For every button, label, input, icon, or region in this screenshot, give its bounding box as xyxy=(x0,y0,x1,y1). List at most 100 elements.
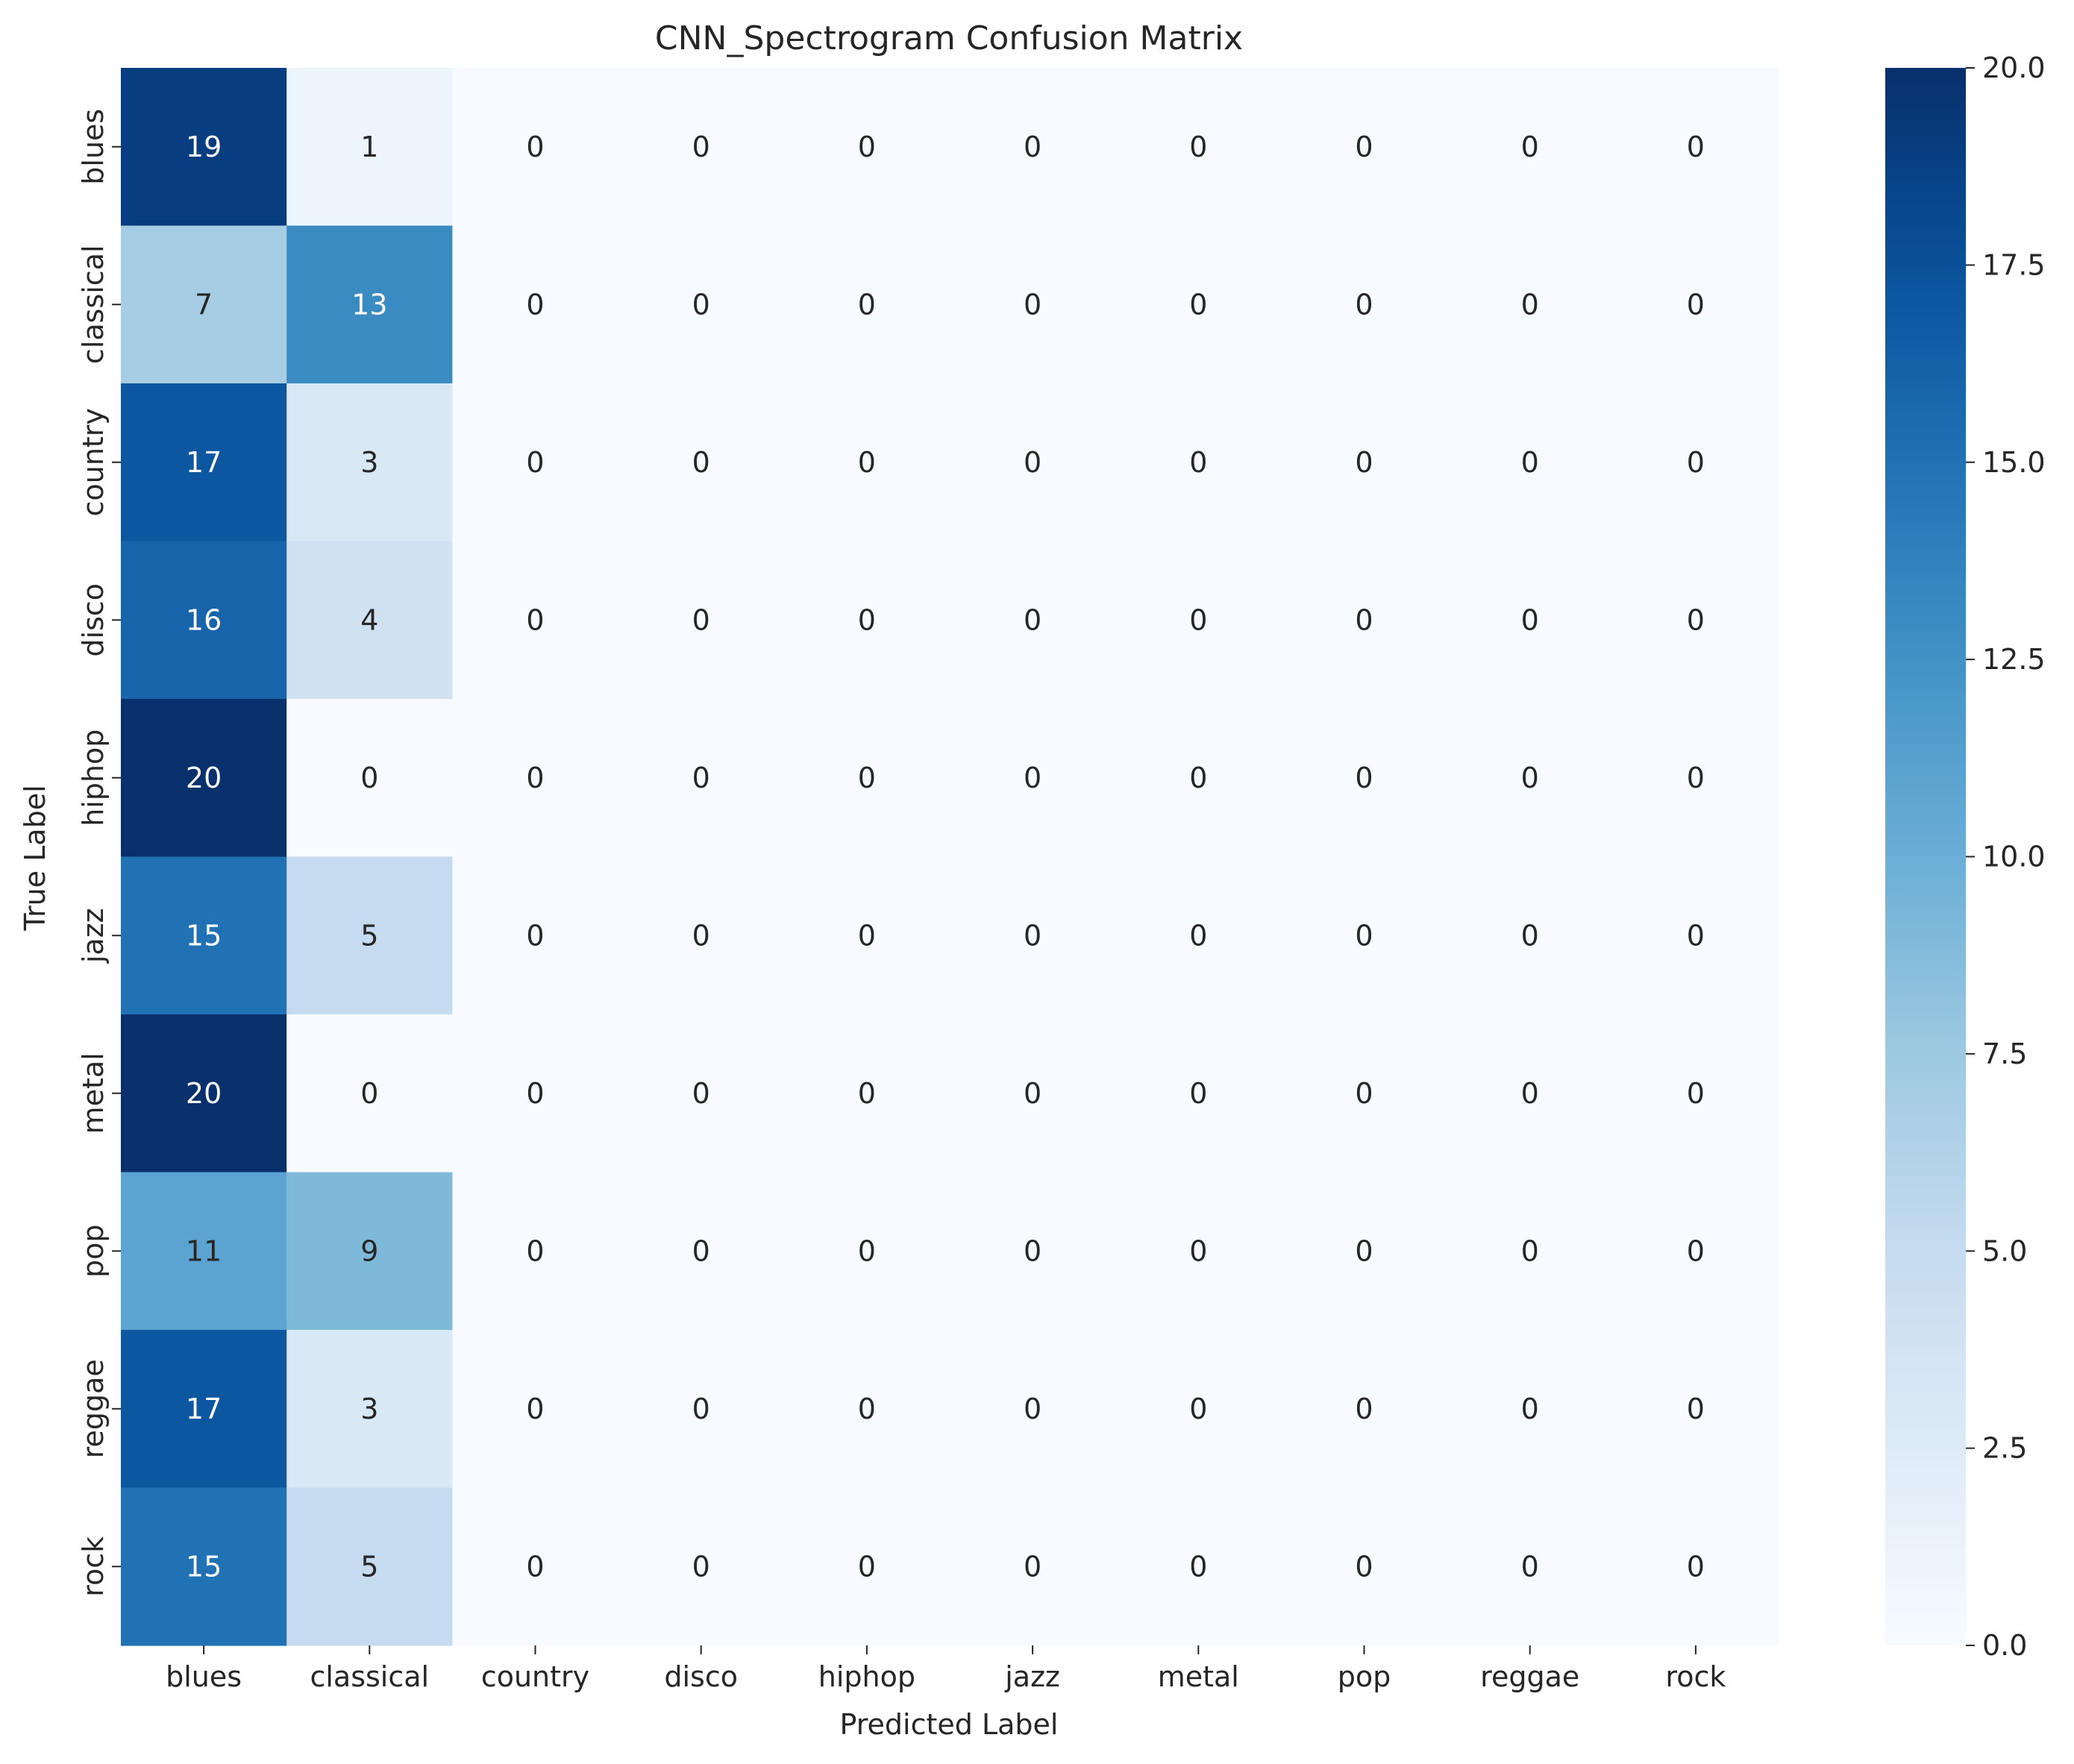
cell-value-label: 1 xyxy=(360,131,378,163)
heatmap-cell xyxy=(1612,1330,1779,1489)
cell-value-label: 0 xyxy=(1024,1393,1041,1425)
heatmap-cell xyxy=(950,1330,1116,1489)
cell-value-label: 0 xyxy=(526,1234,544,1267)
colorbar-tick-label: 7.5 xyxy=(1982,1038,2027,1070)
x-tick-label: disco xyxy=(664,1660,738,1693)
cell-value-label: 3 xyxy=(360,446,378,479)
heatmap-cell xyxy=(618,1487,785,1646)
heatmap-cell xyxy=(286,1172,453,1331)
cell-value-label: 0 xyxy=(1521,1393,1539,1425)
heatmap-cell xyxy=(121,856,287,1015)
cell-value-label: 0 xyxy=(360,1077,378,1110)
heatmap-cell xyxy=(1281,1487,1448,1646)
cell-value-label: 0 xyxy=(1189,919,1207,952)
cell-value-label: 5 xyxy=(360,919,378,952)
cell-value-label: 0 xyxy=(858,762,876,794)
heatmap-cell xyxy=(783,1172,950,1331)
cell-value-label: 0 xyxy=(692,919,710,952)
cell-value-label: 0 xyxy=(1355,1550,1373,1583)
cell-value-label: 0 xyxy=(1355,919,1373,952)
heatmap-cell xyxy=(452,1014,619,1173)
cell-value-label: 0 xyxy=(858,919,876,952)
heatmap-cell xyxy=(783,383,950,542)
heatmap-cell xyxy=(286,1014,453,1173)
cell-value-label: 0 xyxy=(1355,446,1373,479)
cell-value-label: 0 xyxy=(1189,1077,1207,1110)
cell-value-label: 0 xyxy=(1189,762,1207,794)
cell-value-label: 0 xyxy=(1521,919,1539,952)
heatmap-cell xyxy=(1115,225,1282,384)
y-tick-label: reggae xyxy=(77,1359,110,1458)
cell-value-label: 0 xyxy=(526,288,544,321)
heatmap-cell xyxy=(121,1172,287,1331)
heatmap-cell xyxy=(452,541,619,700)
heatmap-cell xyxy=(1281,383,1448,542)
cell-value-label: 0 xyxy=(692,603,710,636)
cell-value-label: 0 xyxy=(1024,1550,1041,1583)
heatmap-cell xyxy=(286,383,453,542)
heatmap-cell xyxy=(1281,856,1448,1015)
cell-value-label: 0 xyxy=(1687,603,1705,636)
cell-value-label: 0 xyxy=(1355,288,1373,321)
heatmap-cell xyxy=(1612,383,1779,542)
heatmap-cell xyxy=(286,1330,453,1489)
cell-value-label: 0 xyxy=(526,446,544,479)
cell-value-label: 0 xyxy=(1024,603,1041,636)
cell-value-label: 0 xyxy=(1189,1550,1207,1583)
cell-value-label: 0 xyxy=(1355,131,1373,163)
heatmap-cell xyxy=(1115,699,1282,858)
heatmap-cell xyxy=(121,1330,287,1489)
heatmap-cell xyxy=(618,541,785,700)
heatmap-cell xyxy=(618,1330,785,1489)
cell-value-label: 0 xyxy=(1189,1234,1207,1267)
heatmap-cell xyxy=(1447,856,1614,1015)
heatmap-cell xyxy=(618,225,785,384)
colorbar: 0.0 2.5 5.0 7.5 10.0 12.5 15.0 17.5 20.0 xyxy=(1885,51,2046,1662)
cell-value-label: 0 xyxy=(1189,1393,1207,1425)
heatmap-cell xyxy=(950,1172,1116,1331)
y-tick-label: rock xyxy=(77,1537,110,1597)
heatmap-cell xyxy=(1612,1487,1779,1646)
cell-value-label: 0 xyxy=(526,1393,544,1425)
heatmap-cell xyxy=(1115,856,1282,1015)
heatmap-cell xyxy=(452,856,619,1015)
cell-value-label: 0 xyxy=(1355,1393,1373,1425)
cell-value-label: 0 xyxy=(692,446,710,479)
cell-value-label: 0 xyxy=(858,1077,876,1110)
colorbar-tick-label: 5.0 xyxy=(1982,1234,2027,1267)
cell-value-label: 4 xyxy=(360,603,378,636)
heatmap-cell xyxy=(452,68,619,227)
cell-value-label: 17 xyxy=(186,1393,222,1425)
cell-value-label: 0 xyxy=(858,288,876,321)
y-axis-ticks: blues classical country disco hiphop jazz meta… xyxy=(77,109,121,1597)
heatmap-cell xyxy=(121,225,287,384)
cell-value-label: 0 xyxy=(1355,1234,1373,1267)
heatmap-cell xyxy=(1115,1172,1282,1331)
heatmap-cell xyxy=(1447,225,1614,384)
heatmap-cell xyxy=(1281,1014,1448,1173)
heatmap-cell xyxy=(618,383,785,542)
cell-value-label: 0 xyxy=(1024,446,1041,479)
heatmap-cell xyxy=(452,225,619,384)
y-tick-label: disco xyxy=(77,583,110,657)
cell-value-label: 16 xyxy=(186,603,222,636)
heatmap-cell xyxy=(452,1487,619,1646)
cell-value-label: 0 xyxy=(526,1550,544,1583)
cell-value-label: 0 xyxy=(1687,1077,1705,1110)
heatmap-cell xyxy=(783,541,950,700)
heatmap-cell xyxy=(1115,383,1282,542)
cell-value-label: 0 xyxy=(1189,446,1207,479)
heatmap-cell xyxy=(618,1014,785,1173)
cell-value-label: 0 xyxy=(692,1550,710,1583)
x-tick-label: jazz xyxy=(1004,1660,1060,1693)
heatmap-cell xyxy=(121,699,287,858)
colorbar-gradient xyxy=(1885,68,1966,1645)
heatmap-cell xyxy=(1612,856,1779,1015)
cell-value-label: 11 xyxy=(186,1234,222,1267)
heatmap-cell xyxy=(950,383,1116,542)
cell-value-label: 0 xyxy=(1687,446,1705,479)
cell-value-label: 9 xyxy=(360,1234,378,1267)
heatmap-cell xyxy=(1447,699,1614,858)
heatmap-cell xyxy=(950,856,1116,1015)
y-tick-label: pop xyxy=(77,1225,110,1278)
